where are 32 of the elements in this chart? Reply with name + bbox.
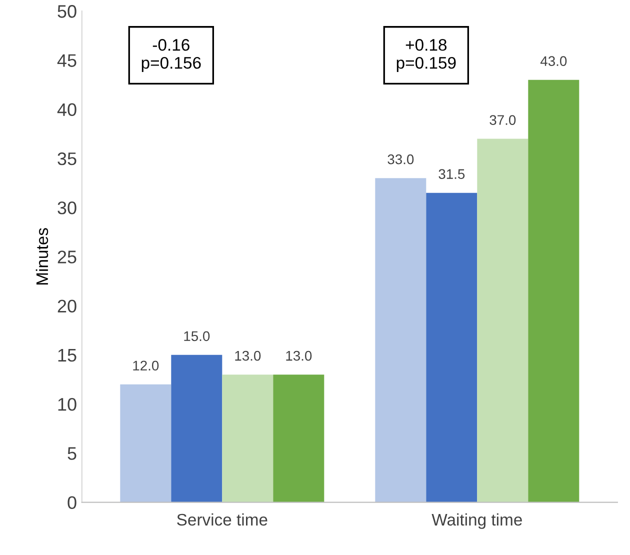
data-label: 33.0: [388, 154, 414, 164]
bar: [120, 384, 172, 502]
data-label: 13.0: [286, 350, 312, 361]
y-tick-label: 25: [58, 250, 76, 264]
y-tick-label: 15: [58, 349, 76, 362]
bar: [171, 354, 222, 502]
bar: [426, 192, 478, 502]
y-tick-label: 40: [57, 103, 76, 116]
bar: [273, 374, 324, 502]
x-tick-label: Waiting time: [432, 513, 522, 529]
y-tick-label: 20: [58, 300, 76, 313]
y-tick-label: 10: [58, 398, 76, 411]
bar: [528, 80, 580, 502]
data-label: 12.0: [133, 360, 159, 371]
bar: [375, 178, 426, 502]
data-label: 15.0: [184, 331, 210, 342]
data-label: 43.0: [540, 56, 567, 66]
y-tick-label: 30: [58, 202, 76, 214]
annotation: -0.16 p=0.156: [142, 39, 201, 72]
data-label: 37.0: [490, 115, 516, 125]
annotation: +0.18 p=0.159: [396, 39, 456, 72]
data-label: 13.0: [235, 350, 261, 361]
y-axis-title: Minutes: [36, 228, 48, 284]
y-tick-label: 45: [57, 54, 76, 67]
bar: [222, 374, 274, 502]
y-tick-label: 35: [58, 152, 76, 166]
x-tick-label: Service time: [177, 513, 268, 526]
y-tick-label: 5: [68, 447, 76, 460]
bar: [477, 138, 528, 502]
data-label: 31.5: [438, 169, 465, 179]
y-tick-label: 50: [58, 5, 76, 18]
y-tick-label: 0: [68, 496, 76, 509]
